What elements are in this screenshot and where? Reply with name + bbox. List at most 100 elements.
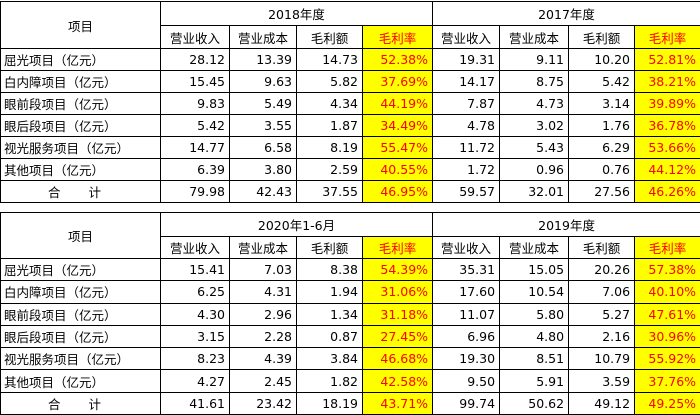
cell: 39.89%: [634, 92, 700, 115]
data-row: 视光服务项目（亿元） 8.23 4.39 3.84 46.68% 19.30 8.51 10.…: [0, 347, 700, 371]
cell: 46.26%: [634, 180, 700, 203]
row-label: 白内障项目（亿元）: [0, 70, 161, 93]
column-header: 毛利率: [634, 25, 700, 49]
cell: 40.55%: [362, 158, 433, 181]
column-header: 毛利率: [362, 25, 433, 49]
cell: 20.26: [568, 257, 636, 282]
row-label: 其他项目（亿元）: [0, 369, 161, 393]
cell: 4.39: [229, 347, 297, 371]
cell: 0.76: [568, 158, 635, 181]
data-row: 其他项目（亿元） 6.39 3.80 2.59 40.55% 1.72 0.96 0.76 44…: [0, 158, 700, 181]
column-header: 营业成本: [499, 25, 569, 49]
column-header: 营业收入: [160, 236, 230, 259]
cell: 41.61: [160, 391, 230, 415]
data-row: 白内障项目（亿元） 15.45 9.63 5.82 37.69% 14.17 8.75 5.4…: [0, 70, 700, 93]
cell: 6.25: [160, 280, 230, 304]
column-header: 营业成本: [229, 236, 297, 259]
cell: 32.01: [499, 180, 569, 203]
cell: 5.43: [499, 136, 569, 159]
column-header: 营业收入: [160, 25, 230, 49]
cell: 10.54: [499, 280, 570, 304]
row-label: 眼后段项目（亿元）: [0, 114, 161, 137]
cell: 8.51: [499, 347, 570, 371]
cell: 0.87: [296, 324, 363, 349]
cell: 55.92%: [634, 347, 700, 371]
cell: 17.60: [432, 280, 501, 304]
cell: 1.72: [432, 158, 500, 181]
cell: 19.30: [432, 347, 501, 371]
column-header: 毛利率: [361, 236, 434, 259]
row-label: 其他项目（亿元）: [0, 158, 161, 181]
cell: 4.34: [296, 92, 363, 115]
header-row: 项目 2020年1-6月 2019年度: [0, 212, 700, 259]
cell: 3.59: [568, 369, 636, 393]
cell: 8.75: [499, 70, 569, 93]
cell: 9.11: [499, 48, 569, 71]
cell: 8.19: [296, 136, 363, 159]
cell: 46.68%: [361, 347, 434, 371]
cell: 31.06%: [361, 280, 434, 304]
cell: 4.30: [160, 302, 230, 326]
cell: 28.12: [160, 48, 230, 71]
data-row: 白内障项目（亿元） 6.25 4.31 1.94 31.06% 17.60 10.54 7.0…: [0, 280, 700, 304]
cell: 8.23: [160, 347, 230, 371]
row-label: 合 计: [0, 391, 161, 415]
column-header: 毛利额: [568, 25, 635, 49]
cell: 5.27: [568, 302, 636, 326]
cell: 3.84: [296, 347, 363, 371]
cell: 99.74: [432, 391, 501, 415]
cell: 49.12: [568, 391, 636, 415]
cell: 35.31: [432, 257, 501, 282]
cell: 2.28: [229, 324, 297, 349]
cell: 37.55: [296, 180, 363, 203]
cell: 5.49: [229, 92, 297, 115]
data-row: 合 计 79.98 42.43 37.55 46.95% 59.57 32.01 27.56 4…: [0, 180, 700, 203]
cell: 4.27: [160, 369, 230, 393]
row-label: 屈光项目（亿元）: [0, 257, 161, 282]
cell: 46.95%: [362, 180, 433, 203]
cell: 14.73: [296, 48, 363, 71]
cell: 19.31: [432, 48, 500, 71]
row-label: 视光服务项目（亿元）: [0, 347, 161, 371]
data-row: 屈光项目（亿元） 15.41 7.03 8.38 54.39% 35.31 15.05 20.…: [0, 257, 700, 282]
cell: 5.80: [499, 302, 570, 326]
cell: 1.34: [296, 302, 363, 326]
data-table: 项目 2020年1-6月 2019年度 营业收入 营业成本 毛利额 毛利率 营业收入 营业成本毛…: [0, 212, 700, 415]
data-row: 眼前段项目（亿元） 9.83 5.49 4.34 44.19% 7.87 4.73 3.14 3…: [0, 92, 700, 115]
cell: 6.58: [229, 136, 297, 159]
cell: 47.61%: [634, 302, 700, 326]
cell: 1.87: [296, 114, 363, 137]
cell: 1.94: [296, 280, 363, 304]
column-header: 毛利额: [296, 236, 363, 259]
cell: 2.45: [229, 369, 297, 393]
row-label: 视光服务项目（亿元）: [0, 136, 161, 159]
group-header: 2019年度: [432, 212, 700, 237]
cell: 43.71%: [361, 391, 434, 415]
cell: 7.87: [432, 92, 500, 115]
cell: 11.72: [432, 136, 500, 159]
cell: 57.38%: [634, 257, 700, 282]
cell: 4.31: [229, 280, 297, 304]
column-header: 营业收入: [432, 236, 501, 259]
data-table: 项目 2018年度 2017年度 营业收入 营业成本 毛利额 毛利率 营业收入 营业成本 毛利额毛…: [0, 1, 700, 203]
cell: 5.42: [160, 114, 230, 137]
data-row: 眼后段项目（亿元） 5.42 3.55 1.87 34.49% 4.78 3.02 1.76 3…: [0, 114, 700, 137]
data-row: 屈光项目（亿元） 28.12 13.39 14.73 52.38% 19.31 9.11 10…: [0, 48, 700, 71]
row-label: 合 计: [0, 180, 161, 203]
cell: 2.96: [229, 302, 297, 326]
cell: 30.96%: [634, 324, 700, 349]
cell: 3.14: [568, 92, 635, 115]
cell: 52.81%: [634, 48, 700, 71]
row-label: 眼前段项目（亿元）: [0, 92, 161, 115]
cell: 8.38: [296, 257, 363, 282]
cell: 15.45: [160, 70, 230, 93]
cell: 9.83: [160, 92, 230, 115]
group-header: 2018年度: [160, 1, 433, 26]
column-header: 营业成本: [499, 236, 570, 259]
cell: 4.73: [499, 92, 569, 115]
cell: 37.69%: [362, 70, 433, 93]
cell: 2.16: [568, 324, 636, 349]
group-header: 2017年度: [432, 1, 700, 26]
cell: 3.02: [499, 114, 569, 137]
